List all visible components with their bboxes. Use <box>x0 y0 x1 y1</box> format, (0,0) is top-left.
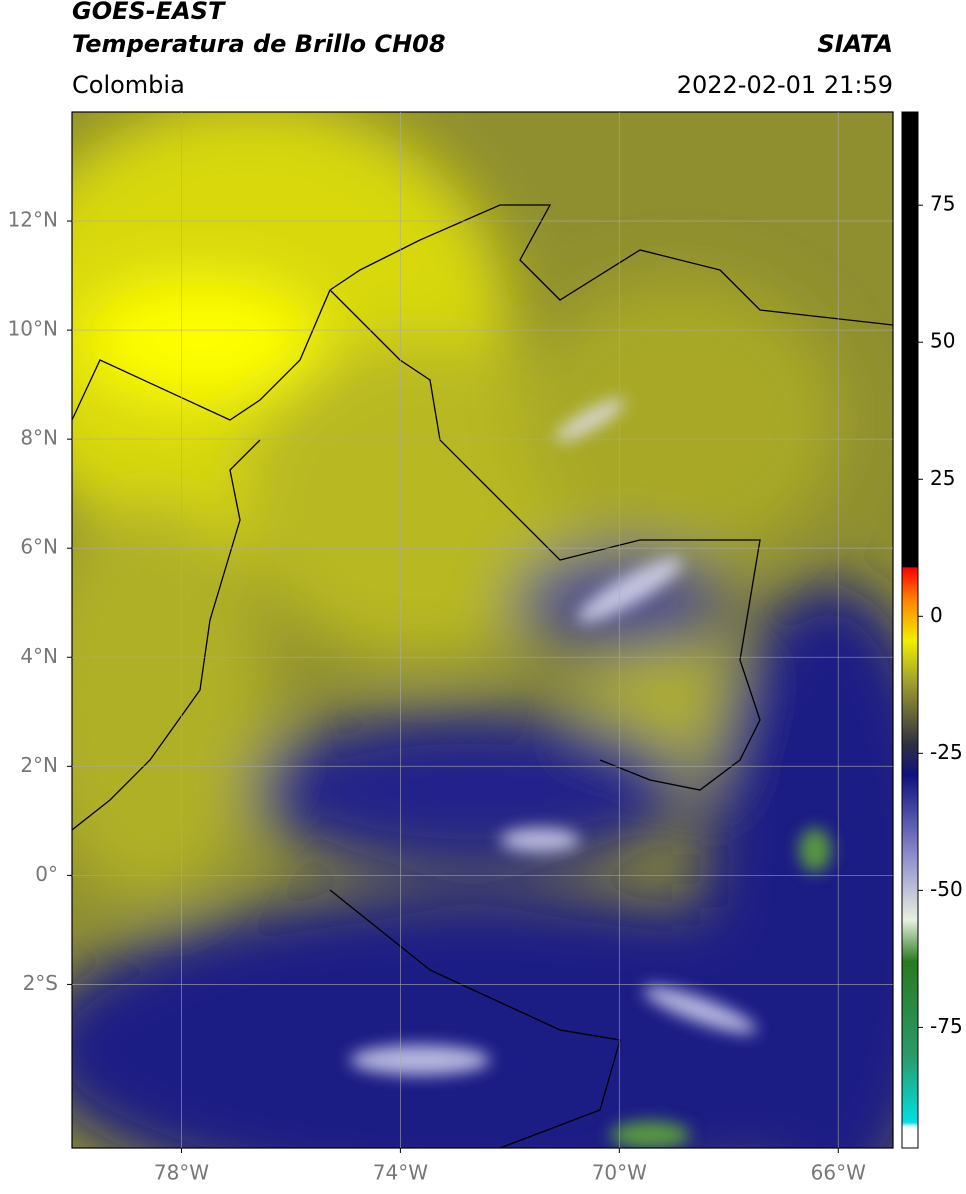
map-frame <box>71 111 894 1149</box>
y-tick-label: 8°N <box>20 426 58 450</box>
y-tick-label: 2°N <box>20 753 58 777</box>
y-tick-label: 0° <box>35 862 58 886</box>
title: GOES-EAST <box>72 0 226 25</box>
y-tick-label: 12°N <box>8 208 58 232</box>
region: Colombia <box>72 71 185 99</box>
colorbar-tick-label: -50 <box>930 877 963 901</box>
y-tick-label: 10°N <box>8 317 58 341</box>
colorbar-tick-label: -25 <box>930 740 963 764</box>
y-tick-label: 2°S <box>23 971 58 995</box>
y-tick-label: 6°N <box>20 535 58 559</box>
x-tick-label: 78°W <box>154 1161 209 1185</box>
x-tick-label: 66°W <box>811 1161 866 1185</box>
y-tick-label: 4°N <box>20 644 58 668</box>
colorbar-tick-label: 50 <box>930 329 955 353</box>
colorbar-tick-label: -75 <box>930 1014 963 1038</box>
colorbar-tick-label: 25 <box>930 466 955 490</box>
x-tick-label: 70°W <box>592 1161 647 1185</box>
x-tick-label: 74°W <box>373 1161 428 1185</box>
imagery <box>72 112 893 1148</box>
subtitle: Temperatura de Brillo CH08 <box>72 30 446 58</box>
source: SIATA <box>817 30 893 58</box>
colorbar <box>901 111 919 1149</box>
datetime: 2022-02-01 21:59 <box>677 71 893 99</box>
colorbar-tick-label: 75 <box>930 192 955 216</box>
colorbar-tick-label: 0 <box>930 603 943 627</box>
